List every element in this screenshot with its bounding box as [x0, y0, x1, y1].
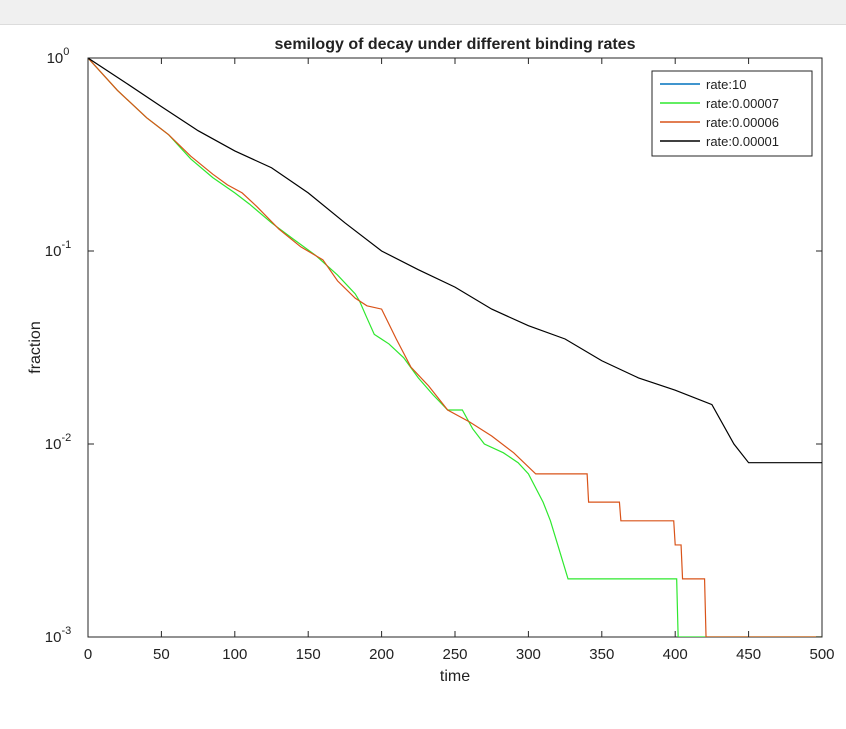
x-tick-label: 450: [736, 646, 761, 663]
x-tick-label: 400: [663, 646, 688, 663]
y-tick-label: 10-3: [45, 625, 71, 646]
y-tick-label: 10-2: [45, 432, 71, 453]
x-tick-label: 300: [516, 646, 541, 663]
x-tick-label: 150: [296, 646, 321, 663]
legend-label: rate:0.00007: [706, 96, 779, 111]
x-tick-label: 250: [442, 646, 467, 663]
x-axis-title: time: [440, 668, 470, 685]
x-tick-label: 50: [153, 646, 170, 663]
legend-label: rate:0.00001: [706, 134, 779, 149]
y-tick-label: 100: [47, 46, 70, 67]
legend-label: rate:0.00006: [706, 115, 779, 130]
chart-title: semilogy of decay under different bindin…: [275, 36, 636, 53]
x-tick-label: 350: [589, 646, 614, 663]
x-tick-label: 500: [809, 646, 834, 663]
legend-label: rate:10: [706, 77, 746, 92]
legend: rate:10 rate:0.00007 rate:0.00006 rate:0.00…: [652, 71, 812, 156]
x-tick-label: 200: [369, 646, 394, 663]
x-tick-label: 100: [222, 646, 247, 663]
y-tick-label: 10-1: [45, 239, 71, 260]
x-tick-label: 0: [84, 646, 92, 663]
y-axis-title: fraction: [27, 321, 44, 373]
